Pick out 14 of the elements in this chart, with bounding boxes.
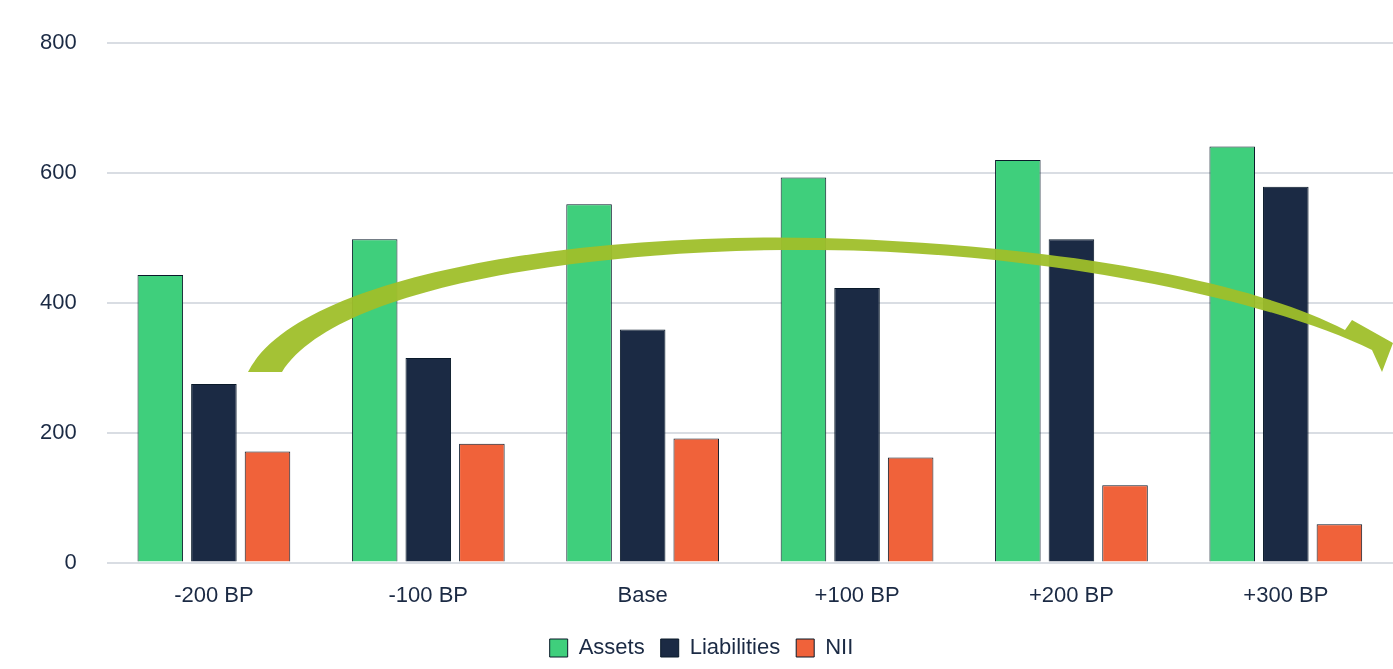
y-tick-label: 400 — [39, 288, 77, 314]
x-tick-label: -100 BP — [388, 581, 469, 607]
y-tick-label: 200 — [39, 418, 77, 444]
x-tick-label: +200 BP — [1028, 581, 1114, 607]
legend-label: Liabilities — [689, 634, 781, 660]
legend-label: Assets — [578, 634, 645, 660]
x-tick-label: +100 BP — [814, 581, 900, 607]
y-tick-label: 800 — [39, 29, 77, 55]
x-tick-label: Base — [617, 581, 668, 607]
legend-label: NII — [825, 634, 854, 660]
x-tick-label: +300 BP — [1243, 581, 1329, 607]
y-tick-label: 0 — [64, 548, 77, 574]
x-tick-label: -200 BP — [174, 581, 254, 607]
y-tick-label: 600 — [39, 159, 77, 185]
